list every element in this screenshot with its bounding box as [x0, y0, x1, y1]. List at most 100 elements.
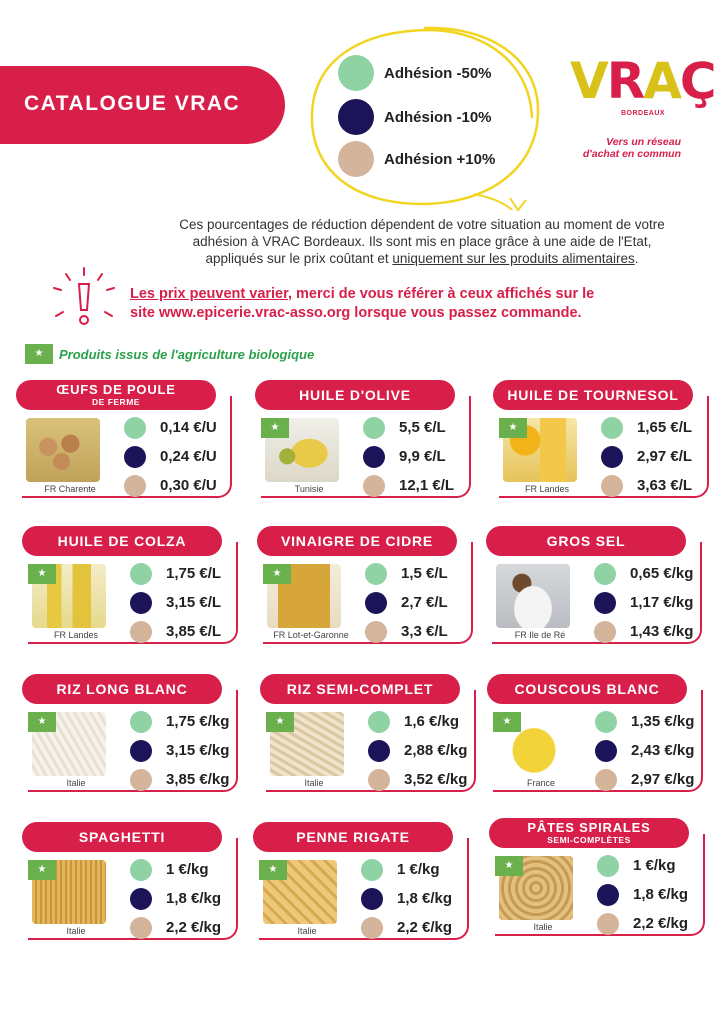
product-photo — [26, 418, 100, 482]
price-list: 1 €/kg 1,8 €/kg 2,2 €/kg — [130, 855, 221, 942]
product-origin: Italie — [297, 926, 317, 936]
price-value: 2,97 €/L — [637, 448, 693, 465]
price-dot-green — [365, 562, 387, 585]
price-row: 3,85 €/kg — [130, 765, 229, 794]
price-list: 1,5 €/L 2,7 €/L 3,3 €/L — [365, 559, 448, 646]
product-title: SPAGHETTI — [22, 822, 222, 852]
card-frame — [499, 396, 709, 498]
price-dot-green — [594, 562, 616, 585]
price-value: 2,2 €/kg — [397, 919, 453, 936]
product-title: PENNE RIGATE — [253, 822, 453, 852]
price-value: 12,1 €/L — [399, 477, 455, 494]
legend-label: Adhésion -10% — [384, 108, 492, 126]
price-dot-beige — [124, 474, 146, 497]
product-card: PENNE RIGATE ★ Italie 1 €/kg 1,8 €/kg 2,2 €/k… — [253, 822, 469, 940]
price-dot-beige — [594, 620, 616, 643]
price-row: 12,1 €/L — [363, 471, 454, 500]
product-origin: Italie — [66, 926, 86, 936]
product-title: RIZ LONG BLANC — [22, 674, 222, 704]
product-title: RIZ SEMI-COMPLET — [260, 674, 460, 704]
logo-tagline: Vers un réseau — [606, 136, 681, 148]
product-title: GROS SEL — [486, 526, 686, 556]
legend-label: Adhésion +10% — [384, 150, 496, 168]
price-value: 1,5 €/L — [401, 565, 448, 582]
price-value: 1,35 €/kg — [631, 713, 695, 730]
price-dot-navy — [601, 445, 623, 468]
header-banner: CATALOGUE VRAC — [0, 66, 285, 144]
card-frame — [28, 690, 238, 792]
price-list: 1,6 €/kg 2,88 €/kg 3,52 €/kg — [368, 707, 467, 794]
price-list: 1,35 €/kg 2,43 €/kg 2,97 €/kg — [595, 707, 694, 794]
price-row: 2,97 €/L — [601, 442, 692, 471]
eu-organic-leaf-icon: ★ — [28, 712, 56, 732]
price-value: 2,43 €/kg — [631, 742, 695, 759]
price-row: 1,65 €/L — [601, 413, 692, 442]
price-value: 1 €/kg — [633, 857, 676, 874]
price-row: 3,15 €/L — [130, 588, 221, 617]
price-row: 2,2 €/kg — [597, 909, 688, 938]
eu-organic-leaf-icon: ★ — [25, 344, 53, 364]
price-value: 1,17 €/kg — [630, 594, 694, 611]
product-origin: FR Ile de Ré — [514, 630, 566, 640]
eu-organic-leaf-icon: ★ — [259, 860, 287, 880]
product-subtitle: DE FERME — [92, 397, 140, 407]
price-dot-beige — [595, 768, 617, 791]
price-value: 0,30 €/U — [160, 477, 217, 494]
price-row: 2,88 €/kg — [368, 736, 467, 765]
eu-organic-leaf-icon: ★ — [499, 418, 527, 438]
price-list: 1 €/kg 1,8 €/kg 2,2 €/kg — [597, 851, 688, 938]
price-value: 3,85 €/kg — [166, 771, 230, 788]
price-value: 5,5 €/L — [399, 419, 446, 436]
price-dot-green — [124, 416, 146, 439]
price-row: 1,8 €/kg — [361, 884, 452, 913]
price-row: 3,52 €/kg — [368, 765, 467, 794]
price-value: 1,75 €/kg — [166, 713, 230, 730]
price-value: 1 €/kg — [166, 861, 209, 878]
price-value: 1,75 €/L — [166, 565, 222, 582]
product-origin: FR Charente — [44, 484, 96, 494]
price-row: 1,43 €/kg — [594, 617, 693, 646]
price-dot-beige — [130, 916, 152, 939]
price-value: 1,43 €/kg — [630, 623, 694, 640]
legend-item: Adhésion +10% — [338, 141, 495, 177]
price-value: 0,65 €/kg — [630, 565, 694, 582]
price-row: 5,5 €/L — [363, 413, 454, 442]
product-title: HUILE DE COLZA — [22, 526, 222, 556]
price-row: 1,8 €/kg — [597, 880, 688, 909]
price-dot-navy — [124, 445, 146, 468]
price-list: 0,65 €/kg 1,17 €/kg 1,43 €/kg — [594, 559, 693, 646]
logo-tagline: d'achat en commun — [582, 148, 681, 160]
product-card: VINAIGRE DE CIDRE ★ FR Lot-et-Garonne 1,5 €… — [257, 526, 473, 644]
price-dot-green — [363, 416, 385, 439]
legend-dot-green — [338, 55, 374, 91]
product-origin: Italie — [304, 778, 324, 788]
price-value: 2,2 €/kg — [633, 915, 689, 932]
price-list: 1,65 €/L 2,97 €/L 3,63 €/L — [601, 413, 692, 500]
price-list: 1,75 €/L 3,15 €/L 3,85 €/L — [130, 559, 221, 646]
product-card: SPAGHETTI ★ Italie 1 €/kg 1,8 €/kg 2,2 €/kg — [22, 822, 238, 940]
product-origin: Tunisie — [294, 484, 324, 494]
product-origin: FR Lot-et-Garonne — [273, 630, 349, 640]
price-row: 1,35 €/kg — [595, 707, 694, 736]
price-value: 3,63 €/L — [637, 477, 693, 494]
card-frame — [495, 834, 705, 936]
price-dot-beige — [365, 620, 387, 643]
product-subtitle: SEMI-COMPLÈTES — [547, 835, 631, 845]
price-row: 3,85 €/L — [130, 617, 221, 646]
product-card: COUSCOUS BLANC ★ France 1,35 €/kg 2,43 €/kg 2… — [487, 674, 703, 792]
product-title: HUILE D'OLIVE — [255, 380, 455, 410]
eu-organic-leaf-icon: ★ — [261, 418, 289, 438]
price-dot-green — [130, 562, 152, 585]
eu-organic-leaf-icon: ★ — [28, 860, 56, 880]
product-card: HUILE DE COLZA ★ FR Landes 1,75 €/L 3,15 €/L… — [22, 526, 238, 644]
price-row: 9,9 €/L — [363, 442, 454, 471]
logo-wordmark: VRAÇ — [570, 52, 717, 110]
price-row: 1,5 €/L — [365, 559, 448, 588]
hand-drawn-circle — [310, 26, 540, 210]
product-card: ŒUFS DE POULE DE FERME FR Charente 0,14 €/U… — [16, 380, 232, 498]
price-value: 3,52 €/kg — [404, 771, 468, 788]
price-row: 2,7 €/L — [365, 588, 448, 617]
card-frame — [259, 838, 469, 940]
price-row: 2,2 €/kg — [361, 913, 452, 942]
price-row: 1,75 €/L — [130, 559, 221, 588]
